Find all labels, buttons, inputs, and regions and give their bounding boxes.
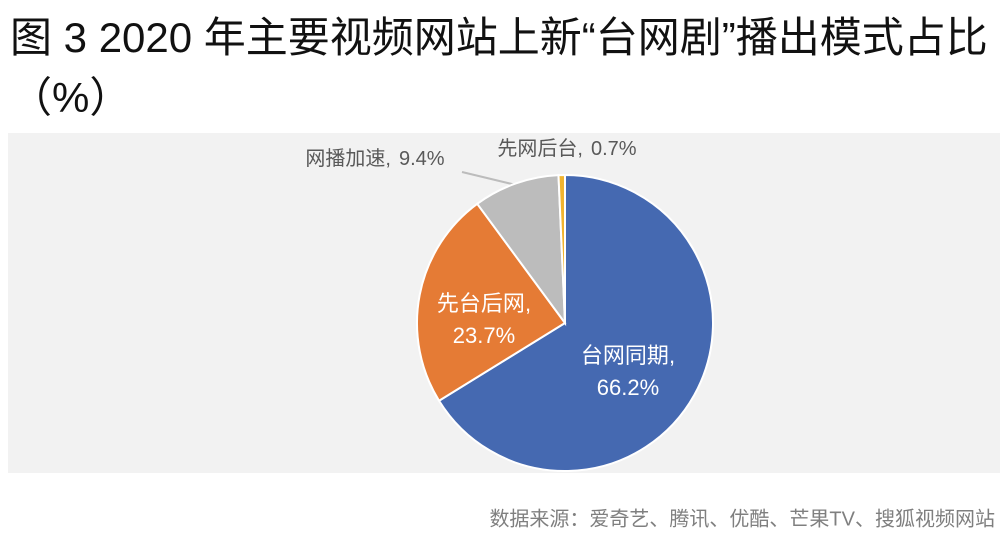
label-name: 台网同期: [581, 343, 669, 368]
pie-slice: [557, 173, 566, 324]
label-value: 23.7%: [453, 323, 515, 348]
data-label: 先网后台, 0.7%: [497, 137, 636, 160]
label-name: 先台后网: [437, 291, 525, 316]
label-separator: ,: [669, 343, 675, 368]
data-label: 先台后网, 23.7%: [437, 291, 531, 348]
pie-slice: [437, 173, 714, 472]
leader-line: [461, 171, 517, 186]
label-name: 先网后台: [497, 137, 577, 160]
data-label: 台网同期, 66.2%: [581, 343, 675, 400]
label-value: 66.2%: [597, 375, 659, 400]
label-value: 9.4%: [399, 148, 445, 170]
label-name: 网播加速: [305, 147, 385, 170]
pie-slice: [416, 202, 567, 403]
label-separator: ,: [525, 291, 531, 316]
data-label: 网播加速, 9.4%: [305, 147, 444, 170]
chart-title: 图 3 2020 年主要视频网站上新“台网剧”播出模式占比（%）: [10, 14, 988, 121]
pie-slice: [475, 174, 567, 327]
label-separator: ,: [385, 148, 391, 170]
label-value: 0.7%: [591, 138, 637, 160]
source-note: 数据来源：爱奇艺、腾讯、优酷、芒果TV、搜狐视频网站: [489, 507, 995, 530]
label-separator: ,: [577, 138, 583, 160]
